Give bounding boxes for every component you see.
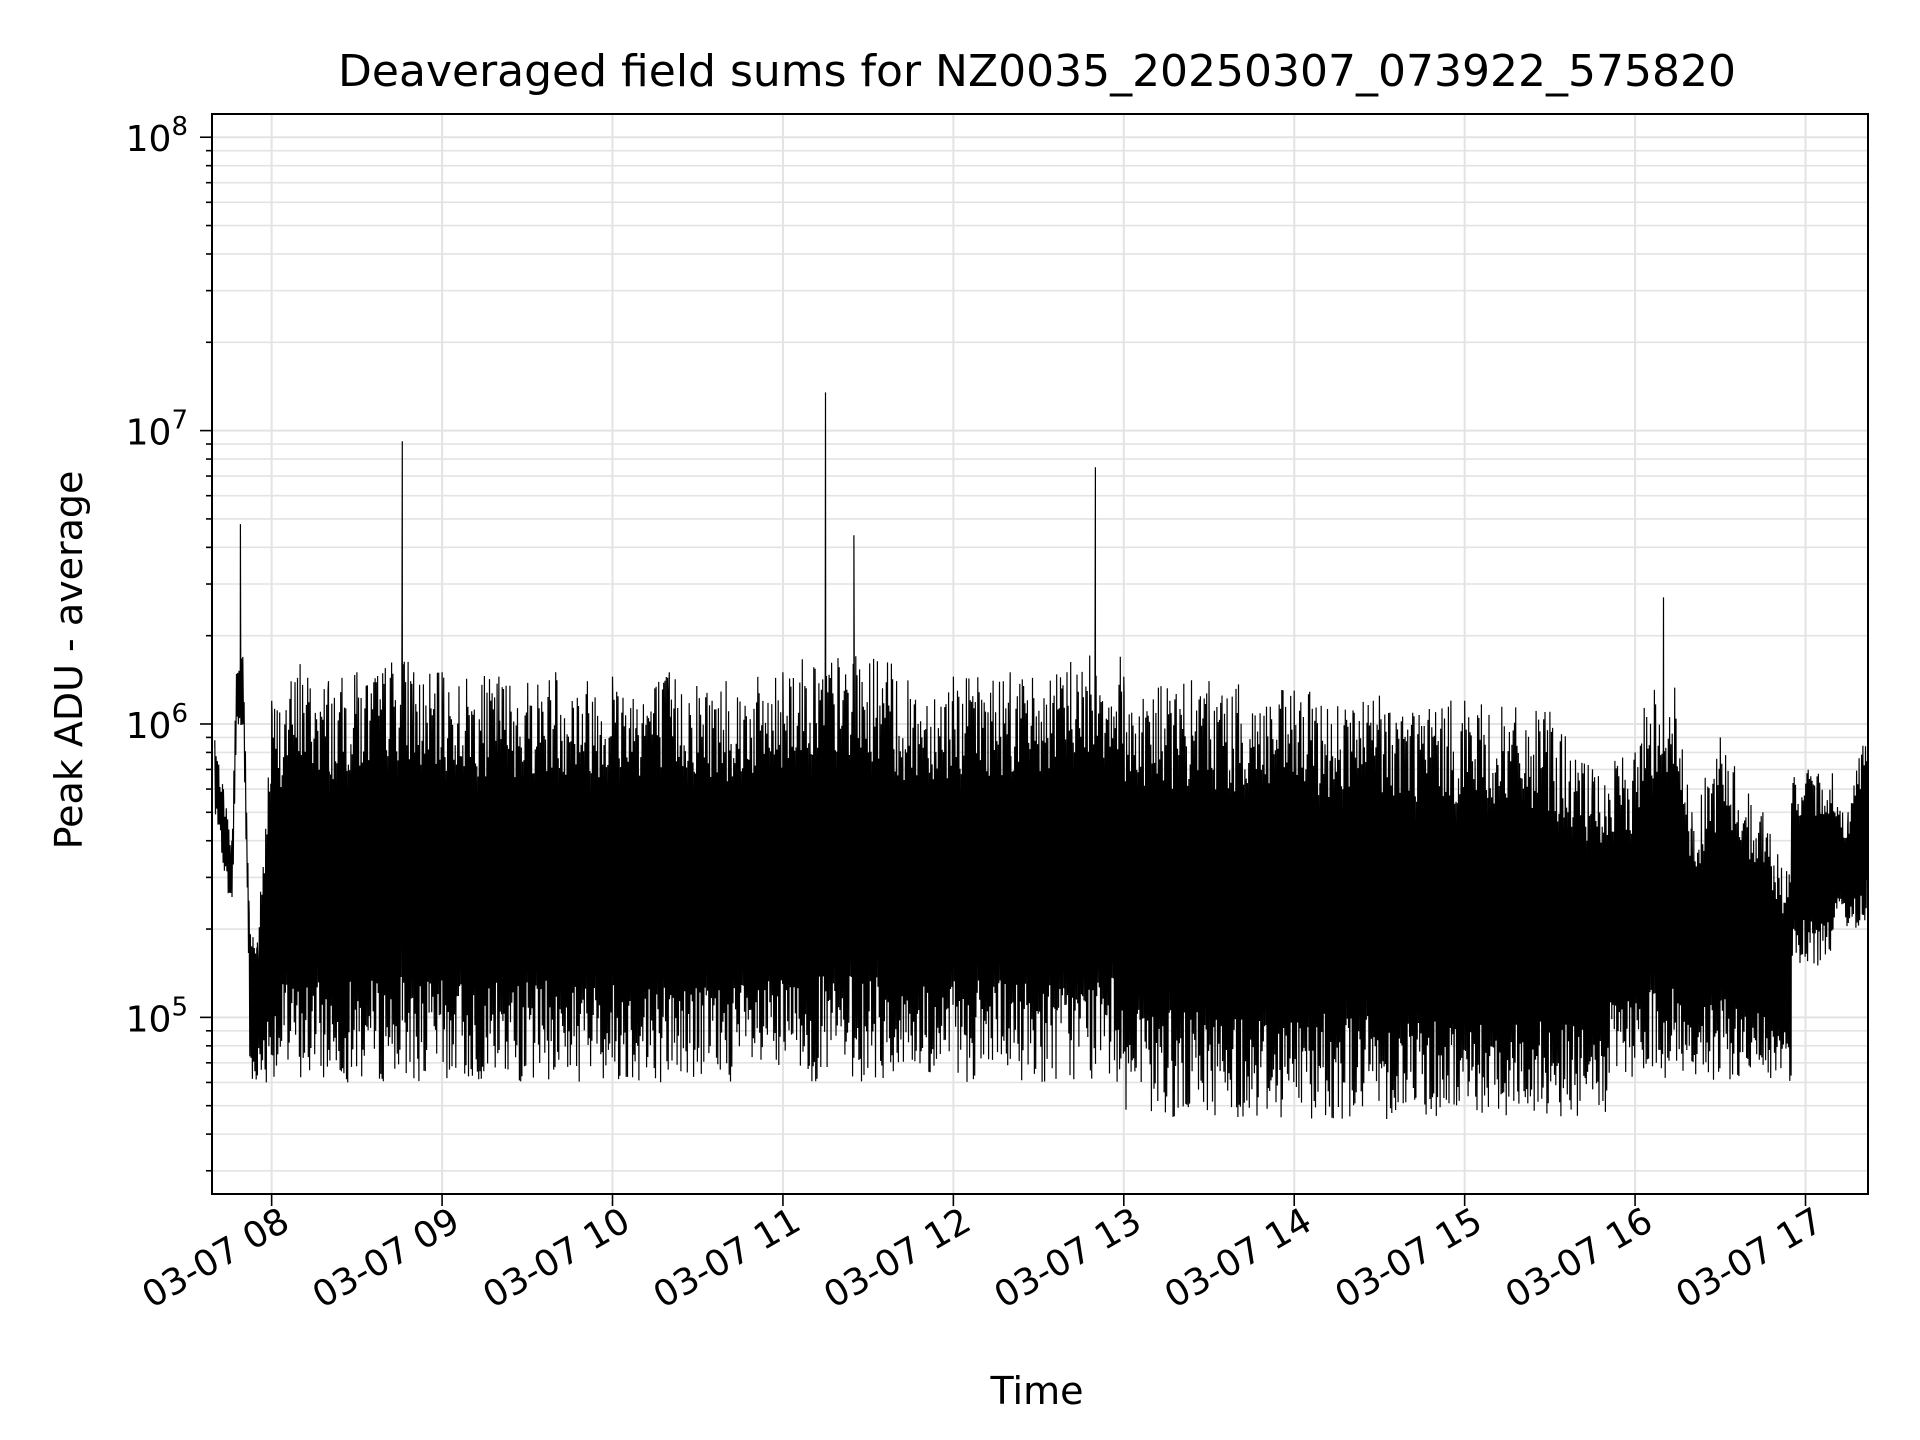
- y-tick-label: 106: [126, 699, 188, 747]
- y-tick-label: 108: [126, 112, 188, 160]
- plot-frame: [211, 113, 1869, 1195]
- series-layer: [214, 392, 1869, 1120]
- x-axis-label: Time: [990, 1369, 1084, 1413]
- y-axis-label: Peak ADU - average: [47, 471, 91, 850]
- y-tick-label: 107: [126, 406, 188, 454]
- chart-title: Deaveraged field sums for NZ0035_2025030…: [338, 46, 1736, 97]
- y-tick-label: 105: [126, 992, 188, 1040]
- series-line: [214, 392, 1869, 1120]
